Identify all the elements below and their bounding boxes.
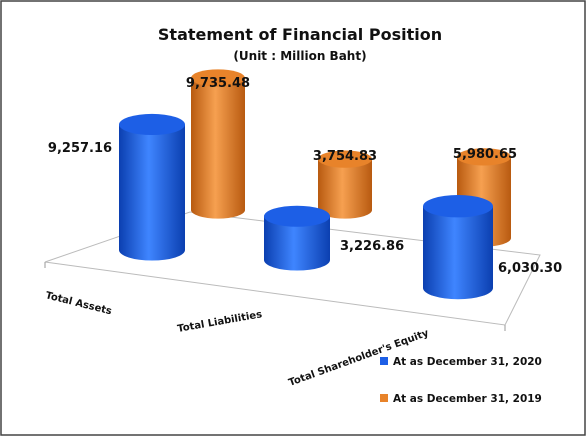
data-label: 5,980.65 bbox=[453, 147, 517, 162]
cylinder bbox=[318, 159, 372, 219]
cylinder-top bbox=[318, 150, 372, 168]
cylinder bbox=[264, 216, 330, 271]
chart-subtitle: (Unit : Million Baht) bbox=[233, 49, 366, 63]
data-label: 3,226.86 bbox=[340, 239, 404, 254]
cylinder bbox=[423, 206, 493, 300]
cylinder-top bbox=[423, 195, 493, 218]
cylinder-top bbox=[119, 113, 185, 136]
data-label: 9,735.48 bbox=[186, 76, 250, 91]
legend-label: At as December 31, 2019 bbox=[393, 393, 542, 405]
cylinder bbox=[119, 124, 185, 261]
legend-label: At as December 31, 2020 bbox=[393, 356, 542, 368]
chart-title: Statement of Financial Position bbox=[158, 25, 442, 44]
legend-swatch bbox=[380, 357, 388, 365]
cylinder-top bbox=[457, 148, 511, 166]
legend-swatch bbox=[380, 394, 388, 402]
data-label: 6,030.30 bbox=[498, 261, 562, 276]
cylinder-top bbox=[191, 69, 245, 87]
data-label: 9,257.16 bbox=[48, 141, 112, 156]
data-label: 3,754.83 bbox=[313, 149, 377, 164]
cylinder-top bbox=[264, 205, 330, 227]
cylinder bbox=[191, 78, 245, 219]
